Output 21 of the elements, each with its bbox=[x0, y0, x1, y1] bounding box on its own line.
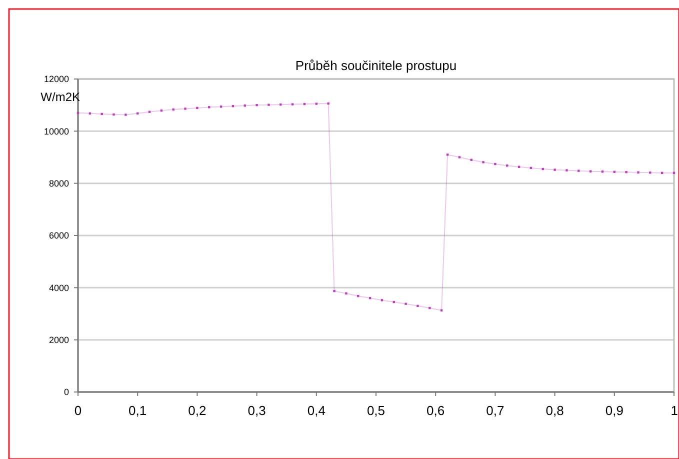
x-tick-label: 1 bbox=[670, 403, 678, 418]
y-tick-label: 0 bbox=[64, 387, 69, 398]
x-tick-label: 0,6 bbox=[426, 403, 445, 418]
x-tick-label: 0,9 bbox=[605, 403, 624, 418]
x-tick-label: 0,5 bbox=[366, 403, 386, 418]
y-axis-title: W/m2K bbox=[40, 90, 80, 104]
x-tick-label: 0,1 bbox=[128, 403, 147, 418]
y-tick-label: 8000 bbox=[48, 178, 69, 188]
chart-title: Průběh součinitele prostupu bbox=[295, 58, 457, 73]
x-tick-label: 0,2 bbox=[188, 403, 206, 418]
line-series bbox=[76, 102, 676, 312]
x-tick-label: 0,7 bbox=[486, 403, 504, 418]
x-tick-label: 0,8 bbox=[546, 403, 564, 418]
y-tick-label: 4000 bbox=[48, 282, 69, 293]
x-tick-label: 0,4 bbox=[307, 403, 326, 418]
y-tick-label: 12000 bbox=[44, 74, 69, 84]
y-tick-label: 10000 bbox=[44, 126, 69, 136]
x-tick-label: 0 bbox=[74, 403, 82, 418]
y-tick-label: 2000 bbox=[48, 334, 69, 345]
y-tick-label: 6000 bbox=[48, 230, 69, 241]
x-tick-label: 0,3 bbox=[248, 403, 266, 418]
